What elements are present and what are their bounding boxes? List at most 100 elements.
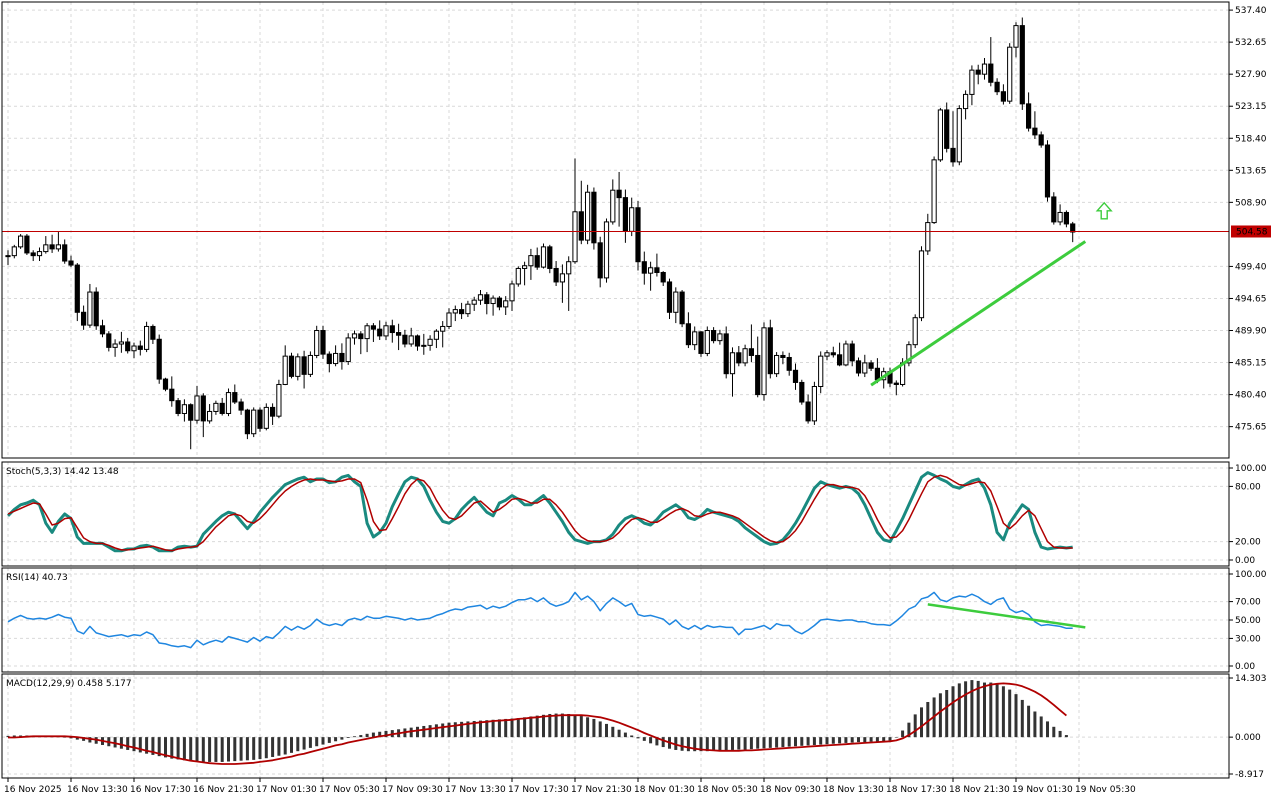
bull-candle [515, 267, 521, 285]
time-axis-label: 18 Nov 01:30 [634, 785, 695, 795]
bear-candle [288, 355, 295, 377]
bear-candle [156, 338, 162, 380]
macd-histogram-bar [113, 737, 117, 748]
rsi-trendline[interactable] [927, 603, 1086, 629]
time-axis-label: 19 Nov 05:30 [1075, 785, 1136, 795]
macd-histogram-bar [586, 717, 590, 738]
bear-candle [641, 261, 647, 274]
bull-candle [603, 221, 610, 279]
price-axis-label: 475.65 [1235, 423, 1267, 433]
macd-histogram-bar [346, 737, 350, 738]
bear-candle [396, 332, 402, 336]
macd-histogram-bar [516, 718, 520, 738]
bull-candle [509, 283, 515, 302]
bull-candle [648, 267, 654, 274]
macd-histogram-bar [649, 737, 653, 744]
price-trendline[interactable] [870, 240, 1087, 387]
bear-candle [74, 264, 80, 313]
macd-histogram-bar [1001, 686, 1005, 738]
time-axis[interactable]: 16 Nov 2025 16 Nov 13:30 16 Nov 17:30 16 No… [4, 778, 1136, 795]
stoch-axis-label: 0.00 [1235, 556, 1255, 566]
stochastic-main-line [6, 471, 1073, 553]
macd-histogram-bar [945, 690, 949, 738]
macd-histogram-bar [579, 716, 583, 738]
time-axis-label: 16 Nov 2025 [4, 785, 62, 795]
bull-candle [585, 191, 591, 241]
macd-histogram-bar [378, 731, 382, 738]
macd-histogram-bar [1046, 721, 1049, 738]
price-panel-frame [1, 1, 1230, 459]
macd-histogram-bar [768, 737, 772, 748]
bear-candle [711, 330, 717, 342]
macd-histogram-bar [630, 735, 634, 738]
bear-candle [81, 311, 87, 326]
macd-histogram-bar [850, 737, 854, 743]
macd-histogram-bar [951, 686, 955, 738]
macd-histogram-bar [560, 713, 564, 738]
bull-candle [131, 345, 137, 352]
bull-candle [118, 341, 125, 345]
time-axis-label: 17 Nov 09:30 [382, 785, 443, 795]
bear-candle [162, 378, 169, 390]
bull-candle [465, 303, 471, 315]
macd-signal-series [8, 682, 1067, 765]
bear-candle [402, 334, 408, 345]
macd-histogram-bar [195, 737, 199, 762]
macd-signal-line [8, 682, 1067, 765]
macd-histogram-bar [1064, 735, 1068, 738]
bull-candle [1013, 25, 1019, 48]
macd-histogram-bar [409, 727, 413, 738]
macd-histogram-bar [529, 716, 533, 738]
bull-candle [440, 325, 446, 332]
macd-histogram-bar [680, 737, 684, 751]
macd-histogram-bar [731, 737, 734, 750]
macd-panel[interactable]: 14.303 0.000 -8.917 MACD(12,29,9) 0.458 5.… [1, 673, 1267, 780]
bull-candle [610, 189, 616, 223]
macd-histogram-bar [775, 737, 779, 748]
bear-candle [137, 345, 143, 350]
current-price-tag [1231, 225, 1271, 238]
bull-candle [345, 337, 351, 363]
rsi-panel[interactable]: 100.00 70.00 50.00 30.00 0.00 RSI(14) 40.73 [1, 567, 1267, 673]
macd-histogram-bar [964, 681, 968, 738]
bull-candle [522, 265, 528, 269]
bear-candle [496, 297, 502, 308]
bull-candle [704, 330, 710, 354]
up-arrow-icon [1095, 201, 1113, 220]
bull-candle [43, 244, 49, 253]
bear-candle [868, 362, 874, 369]
price-panel[interactable]: 537.40 532.65 527.90 523.15 518.40 513.65 508.… [1, 1, 1271, 459]
macd-histogram-bar [749, 737, 753, 750]
macd-histogram-bar [12, 735, 16, 738]
macd-histogram-bar [705, 737, 709, 752]
stochastic-panel[interactable]: 100.00 80.00 20.00 0.00 Stoch(5,3,3) 14.42 … [1, 461, 1267, 567]
bull-candle [862, 362, 868, 374]
macd-histogram-bar [611, 726, 615, 738]
bear-candle [270, 406, 276, 417]
bear-candle [849, 343, 855, 362]
bear-candle [1063, 211, 1070, 225]
macd-histogram-bar [208, 737, 212, 762]
stoch-axis-label: 80.00 [1235, 482, 1261, 492]
macd-histogram-bar [164, 737, 167, 758]
bear-candle [93, 291, 99, 327]
macd-histogram-bar [592, 718, 596, 738]
macd-histogram-bar [894, 737, 898, 738]
time-axis-label: 17 Nov 01:30 [256, 785, 317, 795]
macd-histogram-bar [869, 737, 873, 742]
macd-histogram-bar [970, 680, 974, 738]
bear-candle [597, 242, 603, 279]
bear-candle [547, 246, 553, 269]
stoch-axis-label: 100.00 [1235, 464, 1267, 474]
macd-histogram-bar [497, 719, 501, 738]
macd-histogram-bar [1033, 711, 1037, 738]
macd-histogram-bar [359, 735, 363, 738]
macd-histogram-bar [510, 718, 514, 738]
time-axis-label: 18 Nov 17:30 [886, 785, 947, 795]
bull-candle [181, 404, 188, 414]
price-axis-label: 513.65 [1235, 166, 1267, 176]
price-axis[interactable]: 537.40 532.65 527.90 523.15 518.40 513.65 508.… [1229, 6, 1267, 433]
macd-histogram-bar [875, 737, 879, 742]
rsi-label: RSI(14) 40.73 [6, 573, 68, 583]
